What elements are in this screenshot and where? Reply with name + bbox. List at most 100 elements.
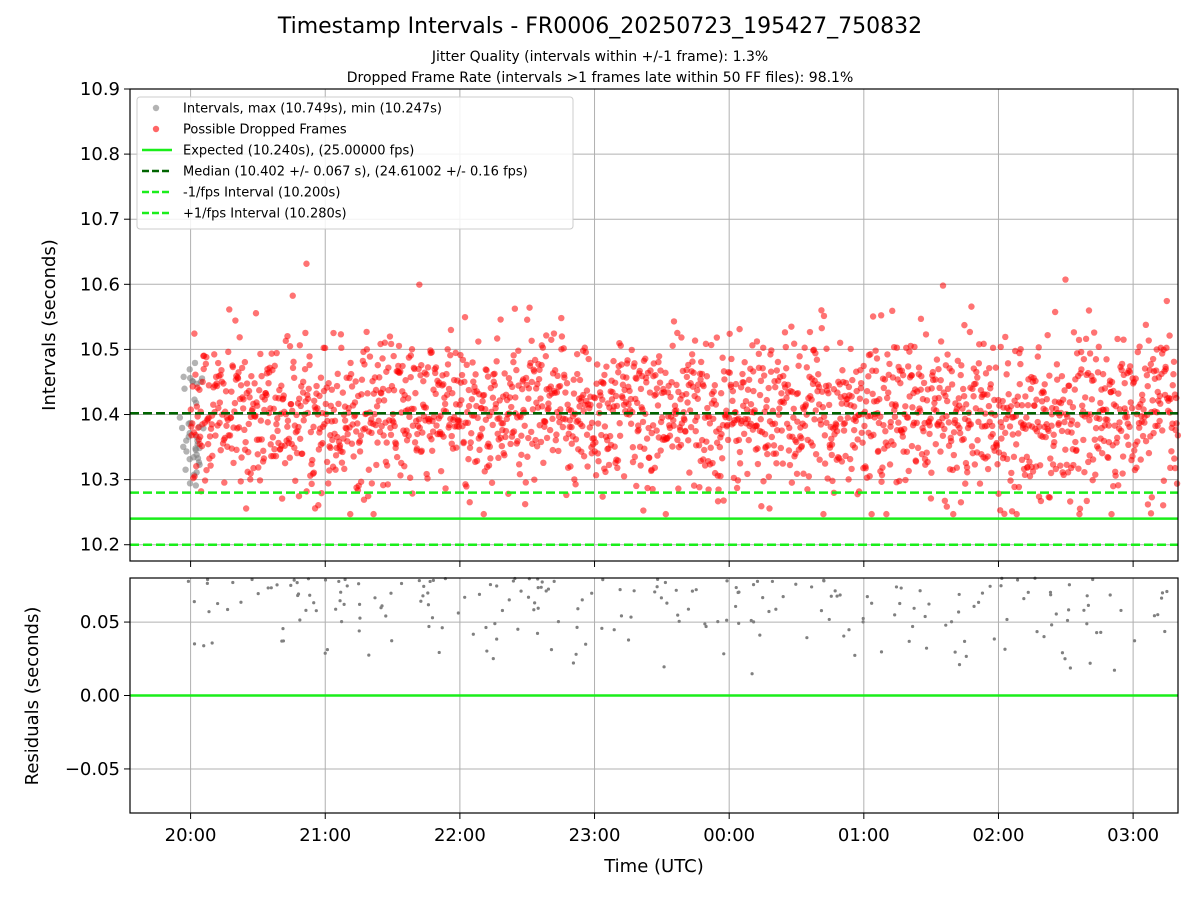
residual-point <box>207 610 211 614</box>
dropped-frame-point <box>376 374 383 381</box>
dropped-frame-point <box>895 419 902 426</box>
dropped-frame-point <box>768 347 775 354</box>
dropped-frame-point <box>332 466 339 473</box>
dropped-frame-point <box>974 437 981 444</box>
dropped-frame-point <box>274 427 281 435</box>
dropped-frame-point <box>606 432 614 440</box>
residual-point <box>526 595 531 599</box>
residual-point <box>827 617 831 622</box>
dropped-frame-point <box>332 452 340 459</box>
dropped-frame-point <box>405 395 412 402</box>
dropped-frame-point <box>1118 366 1125 374</box>
residual-point <box>770 579 775 584</box>
dropped-frame-point <box>1066 399 1073 406</box>
dropped-frame-point <box>692 427 699 435</box>
dropped-frame-point <box>837 415 844 422</box>
dropped-frame-point <box>862 398 870 405</box>
dropped-frame-point <box>689 383 697 390</box>
dropped-frame-point <box>813 356 821 363</box>
dropped-frame-point <box>241 426 248 434</box>
dropped-frame-point <box>560 345 567 352</box>
dropped-frame-point <box>637 462 644 469</box>
residual-point <box>495 637 499 641</box>
interval-point <box>191 396 198 403</box>
dropped-frame-point <box>1055 420 1062 427</box>
residual-point <box>750 672 754 676</box>
dropped-frame-point <box>267 441 274 448</box>
interval-point <box>192 482 200 489</box>
dropped-frame-point <box>273 349 280 357</box>
dropped-frame-point <box>943 397 951 405</box>
x-tick-label: 21:00 <box>299 825 351 846</box>
residual-point <box>674 588 678 592</box>
dropped-frame-point <box>338 344 345 352</box>
dropped-frame-point <box>644 484 651 492</box>
dropped-frame-point <box>825 382 832 389</box>
residual-point <box>532 608 536 612</box>
dropped-frame-point <box>1036 462 1044 469</box>
dropped-frame-point <box>751 407 758 414</box>
dropped-frame-point <box>216 399 224 406</box>
dropped-frame-point <box>836 339 844 346</box>
dropped-frame-point <box>1063 461 1070 468</box>
residual-point <box>957 610 961 614</box>
dropped-frame-point <box>1074 421 1081 428</box>
residual-point <box>819 609 824 613</box>
dropped-frame-point <box>510 352 517 359</box>
dropped-frame-point <box>418 361 425 369</box>
dropped-frame-point <box>624 357 631 364</box>
dropped-frame-point <box>897 379 904 387</box>
dropped-frame-point <box>872 367 880 375</box>
residual-point <box>367 653 371 657</box>
dropped-frame-point <box>223 422 230 429</box>
dropped-frame-point <box>518 385 526 393</box>
dropped-frame-point <box>453 444 460 451</box>
dropped-frame-point <box>547 383 555 390</box>
dropped-frame-point <box>989 422 996 430</box>
dropped-frame-point <box>740 430 748 438</box>
dropped-frame-point <box>611 379 619 386</box>
dropped-frame-point <box>629 444 637 451</box>
dropped-frame-point <box>393 453 401 461</box>
dropped-frame-point <box>1091 436 1098 443</box>
dropped-frame-point <box>654 402 662 409</box>
dropped-frame-point <box>860 362 867 370</box>
dropped-frame-point <box>646 454 653 461</box>
dropped-frame-point <box>767 368 775 375</box>
dropped-frame-point <box>390 386 398 394</box>
dropped-frame-point <box>526 304 533 311</box>
dropped-frame-point <box>515 461 523 468</box>
dropped-frame-point <box>687 423 695 431</box>
dropped-frame-point <box>206 433 214 440</box>
residual-point <box>379 606 383 610</box>
dropped-frame-point <box>238 454 245 461</box>
residual-point <box>870 601 874 605</box>
dropped-frame-point <box>1018 402 1026 409</box>
dropped-frame-point <box>514 437 521 445</box>
dropped-frame-point <box>363 328 370 336</box>
residual-point <box>536 606 540 610</box>
dropped-frame-point <box>284 423 291 430</box>
dropped-frame-point <box>432 369 439 377</box>
dropped-frame-point <box>579 422 586 430</box>
dropped-frame-point <box>533 399 540 406</box>
dropped-frame-point <box>1127 399 1134 406</box>
dropped-frame-point <box>596 402 603 409</box>
dropped-frame-point <box>760 372 768 379</box>
dropped-frame-point <box>801 422 809 429</box>
dropped-frame-point <box>804 486 811 493</box>
dropped-frame-point <box>339 389 347 396</box>
dropped-frame-point <box>222 388 230 395</box>
dropped-frame-point <box>1031 402 1038 409</box>
dropped-frame-point <box>506 394 514 401</box>
residual-point <box>430 616 435 620</box>
dropped-frame-point <box>331 417 339 425</box>
residual-point <box>250 577 254 582</box>
dropped-frame-point <box>1121 379 1128 387</box>
residual-point <box>626 638 631 642</box>
legend-label: Expected (10.240s), (25.00000 fps) <box>183 144 414 159</box>
dropped-frame-point <box>971 461 979 468</box>
dropped-frame-point <box>539 344 547 351</box>
dropped-frame-point <box>848 465 855 473</box>
dropped-frame-point <box>779 460 787 467</box>
